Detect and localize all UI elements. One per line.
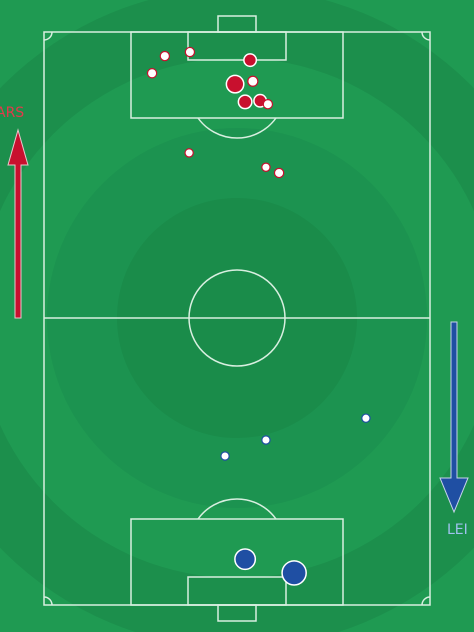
shot bbox=[220, 451, 230, 461]
shot bbox=[261, 162, 271, 172]
shot bbox=[361, 413, 371, 423]
arrows bbox=[7, 128, 469, 514]
shot bbox=[243, 53, 258, 68]
team-label: ARS bbox=[0, 105, 24, 121]
shot bbox=[225, 74, 245, 94]
shot bbox=[281, 560, 307, 586]
shot bbox=[247, 75, 259, 87]
shot bbox=[273, 167, 285, 179]
shot bbox=[237, 94, 253, 110]
shot bbox=[184, 46, 196, 58]
shot bbox=[146, 68, 158, 79]
shot bbox=[159, 50, 171, 62]
shot bbox=[261, 435, 271, 445]
team-label: LEI bbox=[447, 522, 468, 538]
pitch-lines bbox=[43, 15, 431, 622]
shot bbox=[184, 148, 194, 158]
shot bbox=[262, 98, 274, 110]
shot bbox=[234, 548, 257, 571]
